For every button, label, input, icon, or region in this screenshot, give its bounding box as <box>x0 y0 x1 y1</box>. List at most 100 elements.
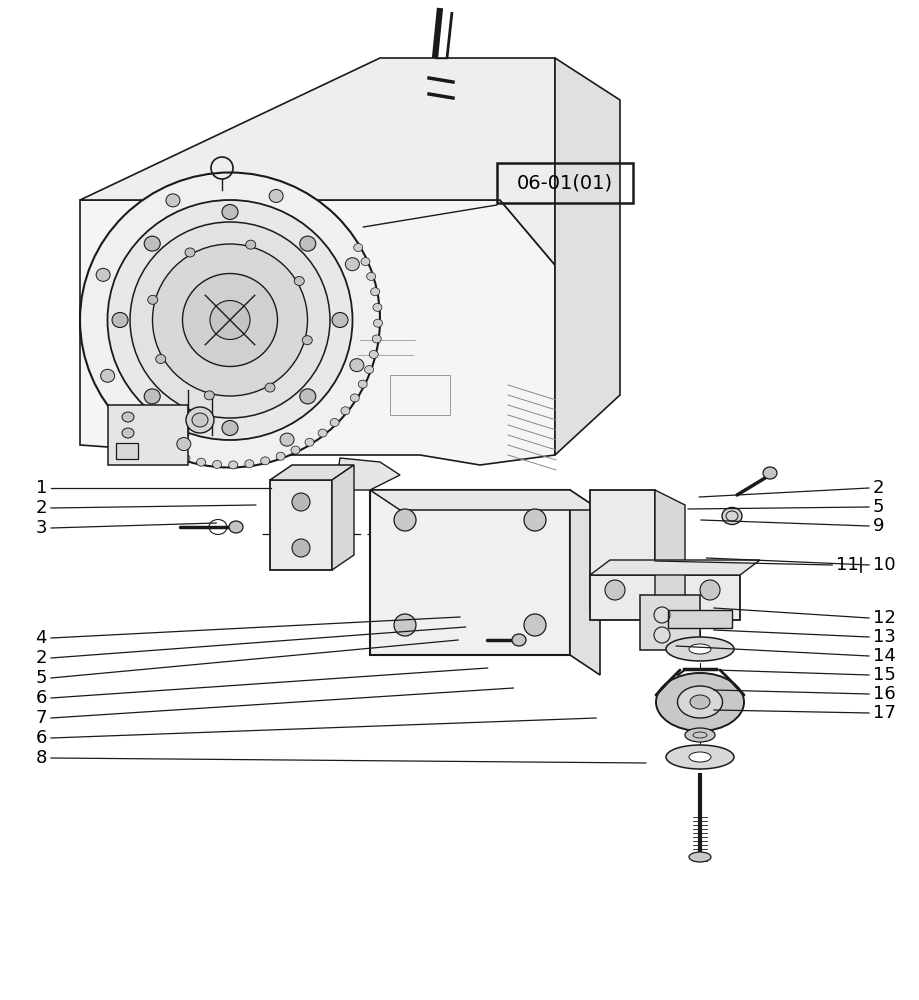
Bar <box>667 610 732 628</box>
Ellipse shape <box>279 433 294 446</box>
Polygon shape <box>654 490 685 625</box>
Ellipse shape <box>345 258 359 271</box>
Ellipse shape <box>245 240 255 249</box>
Ellipse shape <box>122 428 134 438</box>
Text: 8: 8 <box>36 749 47 767</box>
Polygon shape <box>269 480 332 570</box>
Text: 6: 6 <box>36 729 47 747</box>
Text: 2: 2 <box>36 649 47 667</box>
Ellipse shape <box>182 273 278 366</box>
Ellipse shape <box>221 205 238 220</box>
Ellipse shape <box>112 312 128 328</box>
Ellipse shape <box>689 695 709 709</box>
Ellipse shape <box>370 288 380 296</box>
Ellipse shape <box>665 637 733 661</box>
Ellipse shape <box>349 359 363 372</box>
Ellipse shape <box>229 521 243 533</box>
Ellipse shape <box>153 244 307 396</box>
Circle shape <box>699 580 720 600</box>
Ellipse shape <box>300 389 315 404</box>
Circle shape <box>291 493 310 511</box>
Text: 10: 10 <box>872 556 895 574</box>
Ellipse shape <box>122 444 134 454</box>
Ellipse shape <box>357 380 367 388</box>
Ellipse shape <box>318 429 327 437</box>
Polygon shape <box>369 490 570 655</box>
Ellipse shape <box>269 189 283 202</box>
Ellipse shape <box>369 350 378 358</box>
Ellipse shape <box>204 391 214 400</box>
Polygon shape <box>269 465 354 480</box>
Text: 5: 5 <box>872 498 883 516</box>
Circle shape <box>393 509 415 531</box>
Polygon shape <box>80 58 554 265</box>
Text: 12: 12 <box>872 609 895 627</box>
Ellipse shape <box>688 644 710 654</box>
Ellipse shape <box>372 303 381 311</box>
Ellipse shape <box>152 442 160 450</box>
Ellipse shape <box>229 461 237 469</box>
Ellipse shape <box>122 412 134 422</box>
Ellipse shape <box>165 194 180 207</box>
Ellipse shape <box>665 745 733 769</box>
Circle shape <box>605 580 624 600</box>
Bar <box>390 375 449 415</box>
Ellipse shape <box>302 336 312 345</box>
Ellipse shape <box>688 752 710 762</box>
Text: 17: 17 <box>872 704 895 722</box>
Text: 14: 14 <box>872 647 895 665</box>
Ellipse shape <box>373 319 382 327</box>
Text: 4: 4 <box>36 629 47 647</box>
Text: 16: 16 <box>872 685 895 703</box>
Polygon shape <box>589 560 759 575</box>
Text: 7: 7 <box>36 709 47 727</box>
Ellipse shape <box>192 413 208 427</box>
Ellipse shape <box>212 460 221 468</box>
Ellipse shape <box>155 355 165 363</box>
Ellipse shape <box>330 419 339 427</box>
Polygon shape <box>589 490 654 610</box>
Polygon shape <box>332 465 354 570</box>
Ellipse shape <box>210 300 250 340</box>
Text: 1: 1 <box>36 479 47 497</box>
Ellipse shape <box>685 728 714 742</box>
Ellipse shape <box>100 369 115 382</box>
Polygon shape <box>80 200 554 465</box>
Ellipse shape <box>676 686 721 718</box>
Bar <box>496 163 632 203</box>
Ellipse shape <box>148 295 157 304</box>
Ellipse shape <box>332 312 347 328</box>
Text: 2: 2 <box>872 479 883 497</box>
Text: 5: 5 <box>36 669 47 687</box>
Ellipse shape <box>294 276 304 286</box>
Polygon shape <box>335 458 400 490</box>
Ellipse shape <box>144 236 160 251</box>
Ellipse shape <box>350 394 359 402</box>
Ellipse shape <box>80 172 380 468</box>
Text: 3: 3 <box>36 519 47 537</box>
Ellipse shape <box>367 272 375 280</box>
Circle shape <box>393 614 415 636</box>
Ellipse shape <box>364 366 373 374</box>
Ellipse shape <box>265 383 275 392</box>
Ellipse shape <box>655 673 743 731</box>
Ellipse shape <box>165 449 175 457</box>
Ellipse shape <box>290 446 300 454</box>
Circle shape <box>291 539 310 557</box>
Polygon shape <box>369 490 599 510</box>
Ellipse shape <box>305 438 313 446</box>
Polygon shape <box>554 58 619 455</box>
Circle shape <box>524 509 545 531</box>
Text: 06-01(01): 06-01(01) <box>516 174 612 193</box>
Text: 15: 15 <box>872 666 895 684</box>
Text: 2: 2 <box>36 499 47 517</box>
Ellipse shape <box>221 420 238 436</box>
Ellipse shape <box>144 389 160 404</box>
Ellipse shape <box>762 467 777 479</box>
Ellipse shape <box>276 452 285 460</box>
Circle shape <box>524 614 545 636</box>
Ellipse shape <box>360 258 369 266</box>
Ellipse shape <box>176 438 190 451</box>
Bar <box>108 405 187 465</box>
Ellipse shape <box>341 407 349 415</box>
